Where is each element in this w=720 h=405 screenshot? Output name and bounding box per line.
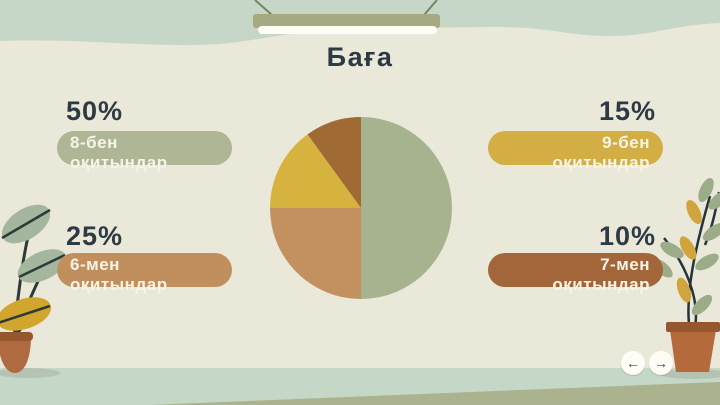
stat-pill-label: 6-мен оқитындар	[70, 255, 168, 294]
plant-left	[0, 204, 67, 378]
floor-wedge	[150, 382, 720, 405]
hanging-sign	[253, 0, 440, 34]
stat-pill-9ben: 9-бен оқитындар	[488, 131, 663, 172]
pie-slice-0	[361, 117, 452, 299]
pie-slice-2	[270, 134, 361, 208]
stat-pill-8ben: 8-бен оқитындар	[57, 131, 232, 172]
stat-pill-label: 7-мен оқитындар	[552, 255, 650, 294]
arrow-left-icon: ←	[626, 355, 640, 371]
stat-pill-6men: 6-мен оқитындар	[57, 253, 232, 294]
stat-percent-50: 50%	[66, 96, 124, 126]
stat-pill-label: 9-бен оқитындар	[552, 133, 650, 172]
pie-slice-1	[270, 208, 361, 299]
arrow-right-icon: →	[654, 355, 668, 371]
stat-percent-15: 15%	[598, 96, 656, 126]
stat-pill-label: 8-бен оқитындар	[70, 133, 168, 172]
stat-percent-25: 25%	[66, 221, 124, 251]
pie-slice-3	[307, 117, 361, 208]
nav-prev-button[interactable]: ←	[621, 351, 645, 375]
stat-percent-10: 10%	[598, 221, 656, 251]
nav-next-button[interactable]: →	[649, 351, 673, 375]
stat-pill-7men: 7-мен оқитындар	[488, 253, 663, 294]
page-title: Баға	[326, 42, 394, 72]
pie-chart	[270, 117, 452, 299]
